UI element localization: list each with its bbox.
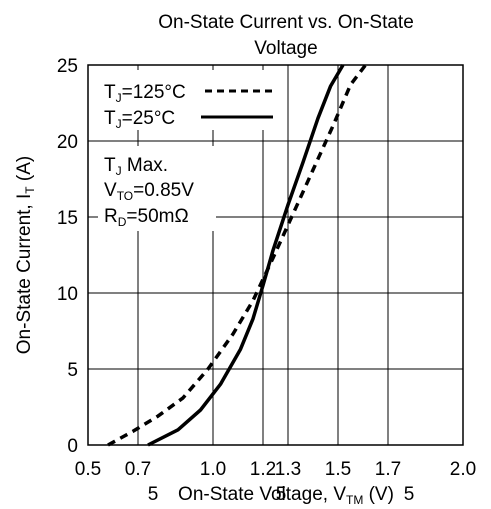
- y-tick-label-20: 20: [57, 132, 78, 153]
- chart-title-line-1: On-State Current vs. On-State: [158, 12, 414, 33]
- y-tick-label-15: 15: [57, 208, 78, 229]
- annotation-vto: VTO=0.85V: [104, 180, 194, 203]
- series-line-125c-dashed: [107, 63, 367, 447]
- x-axis-stray-glyph-2: 5: [276, 484, 287, 505]
- x-axis-label: On-State Voltage, VTM (V): [178, 484, 394, 507]
- series-line-25c-solid: [147, 64, 345, 447]
- series-lines: [107, 63, 367, 447]
- y-tick-labels: 0 5 10 15 20 25: [57, 56, 78, 457]
- x-tick-label-6: 1.7: [375, 459, 401, 480]
- legend-background: [98, 70, 273, 130]
- y-tick-label-10: 10: [57, 284, 78, 305]
- x-tick-labels: 0.5 0.7 1.0 1.21.3 1.5 1.7 2.0: [75, 459, 476, 480]
- y-tick-label-5: 5: [67, 360, 78, 381]
- x-axis-stray-glyph-3: 5: [404, 484, 415, 505]
- x-tick-label-4: 1.3: [275, 459, 301, 480]
- x-tick-label-3: 1.2: [250, 459, 276, 480]
- x-tick-label-2: 1.0: [200, 459, 226, 480]
- annotation-rd: RD=50mΩ: [104, 206, 189, 229]
- legend-label-125c: TJ=125°C: [104, 82, 186, 105]
- x-axis-stray-glyph-1: 5: [148, 484, 159, 505]
- chart-title-line-2: Voltage: [254, 38, 317, 59]
- parameter-annotations: TJ Max. VTO=0.85V RD=50mΩ: [98, 146, 216, 231]
- y-tick-label-25: 25: [57, 56, 78, 77]
- x-tick-label-5: 1.5: [325, 459, 351, 480]
- plot-frame: [87, 64, 464, 446]
- x-tick-label-7: 2.0: [450, 459, 476, 480]
- legend-label-25c: TJ=25°C: [104, 108, 175, 131]
- annotation-background: [98, 146, 216, 231]
- y-tick-label-0: 0: [67, 436, 78, 457]
- x-tick-label-0: 0.5: [75, 459, 101, 480]
- y-axis-label: On-State Current, IT (A): [14, 156, 37, 354]
- x-tick-label-1: 0.7: [125, 459, 151, 480]
- annotation-tj-max: TJ Max.: [104, 155, 168, 178]
- legend: TJ=125°C TJ=25°C: [98, 70, 273, 131]
